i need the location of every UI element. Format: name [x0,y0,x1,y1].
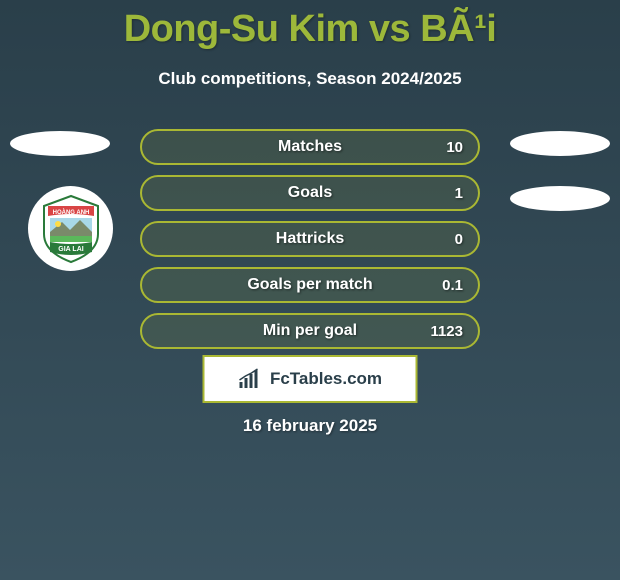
stat-row-matches: Matches 10 [140,129,480,165]
svg-text:GIA LAI: GIA LAI [58,246,83,253]
date-text: 16 february 2025 [243,416,377,436]
page-title: Dong-Su Kim vs BÃ¹i [0,0,620,51]
subtitle: Club competitions, Season 2024/2025 [0,69,620,89]
club-badge: HOÀNG ANH GIA LAI [28,186,113,271]
chart-icon [238,368,264,390]
stat-value: 10 [446,139,463,156]
svg-text:HOÀNG ANH: HOÀNG ANH [52,209,89,216]
stat-row-goals: Goals 1 [140,175,480,211]
player-right-oval-1 [510,131,610,156]
player-right-oval-2 [510,186,610,211]
stat-value: 1 [455,185,463,202]
stat-label: Matches [278,138,342,156]
stat-value: 0 [455,231,463,248]
stat-label: Min per goal [263,322,357,340]
player-left-oval-1 [10,131,110,156]
club-badge-svg: HOÀNG ANH GIA LAI [40,194,102,264]
stat-value: 0.1 [442,277,463,294]
stats-container: Matches 10 Goals 1 Hattricks 0 Goals per… [140,129,480,359]
stat-value: 1123 [430,323,463,340]
stat-row-goals-per-match: Goals per match 0.1 [140,267,480,303]
footer-logo-text: FcTables.com [270,369,382,389]
footer-logo: FcTables.com [203,355,418,403]
stat-row-hattricks: Hattricks 0 [140,221,480,257]
stat-row-min-per-goal: Min per goal 1123 [140,313,480,349]
stat-label: Goals [288,184,332,202]
stat-label: Hattricks [276,230,344,248]
stat-label: Goals per match [247,276,372,294]
